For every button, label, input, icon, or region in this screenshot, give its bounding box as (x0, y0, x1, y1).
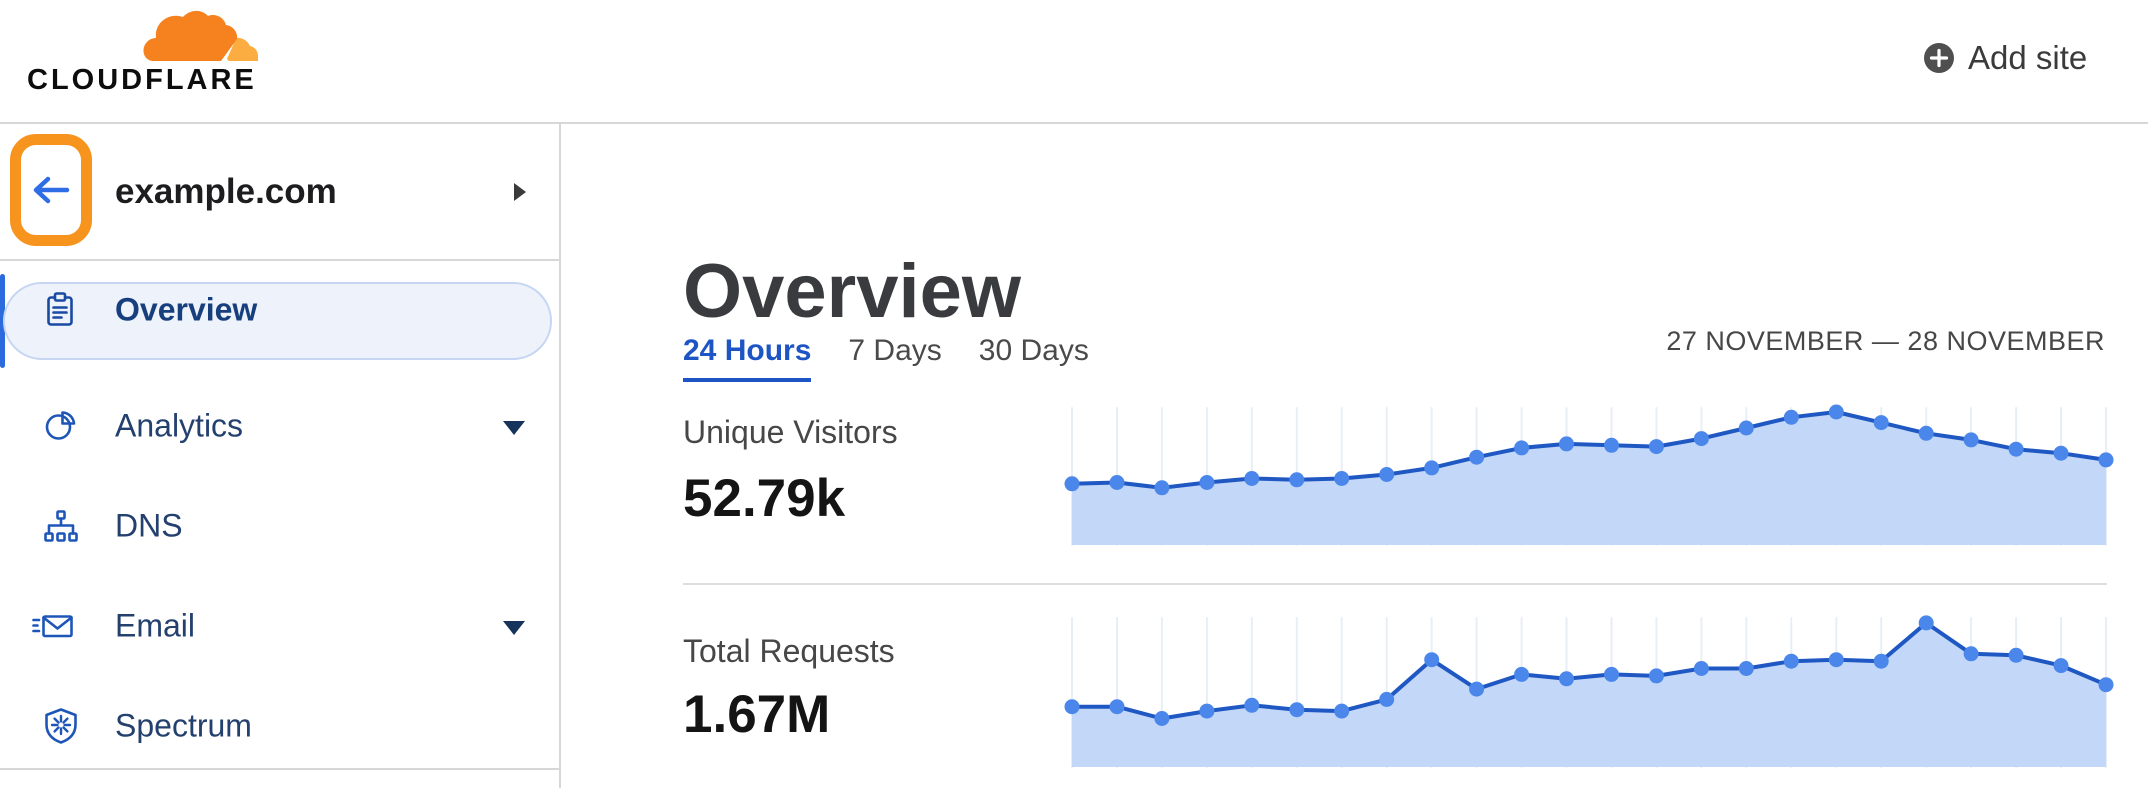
chevron-down-icon[interactable] (503, 621, 525, 635)
back-arrow-icon (33, 176, 70, 204)
clipboard-icon (47, 292, 73, 326)
sidebar-divider (559, 122, 561, 788)
sidebar-item-overview[interactable]: Overview (0, 260, 559, 368)
sidebar-item-label: DNS (115, 507, 183, 544)
unique-visitors-chart[interactable] (1062, 400, 2114, 552)
stat-value-total-requests: 1.67M (683, 685, 831, 744)
sidebar-item-spectrum[interactable]: Spectrum (0, 676, 559, 776)
cloudflare-logo[interactable]: CLOUDFLARE (27, 6, 259, 96)
date-range-label: 27 NOVEMBER — 28 NOVEMBER (1666, 326, 2105, 356)
sidebar-item-label: Email (115, 607, 196, 644)
stats-divider (683, 583, 2107, 585)
sidebar-nav: Overview Analytics DNS (0, 260, 559, 788)
top-header: CLOUDFLARE Add site (0, 0, 2148, 122)
tab-30-days[interactable]: 30 Days (978, 334, 1089, 367)
dns-tree-icon (44, 510, 78, 542)
site-name[interactable]: example.com (115, 172, 337, 211)
sidebar-item-label: Analytics (115, 407, 244, 444)
add-site-label: Add site (1968, 39, 2088, 76)
selected-pill (3, 282, 552, 360)
stat-label-total-requests: Total Requests (683, 633, 895, 669)
stat-value-unique-visitors: 52.79k (683, 469, 846, 528)
sidebar-item-label: Spectrum (115, 707, 252, 744)
time-range-tabs: 24 Hours 7 Days 30 Days (683, 334, 1126, 382)
site-switcher-row: example.com (0, 124, 559, 260)
chevron-down-icon[interactable] (503, 421, 525, 435)
header-divider (0, 122, 2148, 124)
page-title: Overview (683, 248, 1021, 334)
cloudflare-wordmark: CLOUDFLARE (27, 64, 257, 96)
tab-7-days[interactable]: 7 Days (848, 334, 942, 367)
pie-chart-icon (45, 411, 76, 440)
back-button-highlighted[interactable] (10, 134, 92, 246)
tab-24-hours[interactable]: 24 Hours (683, 334, 812, 382)
email-icon (32, 615, 73, 638)
active-accent-bar (0, 274, 5, 368)
sidebar-item-dns[interactable]: DNS (0, 476, 559, 576)
sidebar-item-analytics[interactable]: Analytics (0, 376, 559, 476)
add-site-button[interactable]: Add site (1924, 39, 2087, 77)
site-row-divider (0, 259, 559, 261)
cloudflare-cloud-icon (143, 10, 258, 62)
chevron-right-icon[interactable] (514, 183, 526, 201)
shield-icon (45, 708, 77, 744)
sidebar-item-label: Overview (115, 291, 258, 328)
total-requests-chart[interactable] (1062, 612, 2114, 772)
plus-icon (1924, 43, 1954, 73)
sidebar-section-divider (0, 768, 559, 770)
stat-label-unique-visitors: Unique Visitors (683, 414, 898, 450)
sidebar-item-email[interactable]: Email (0, 576, 559, 676)
